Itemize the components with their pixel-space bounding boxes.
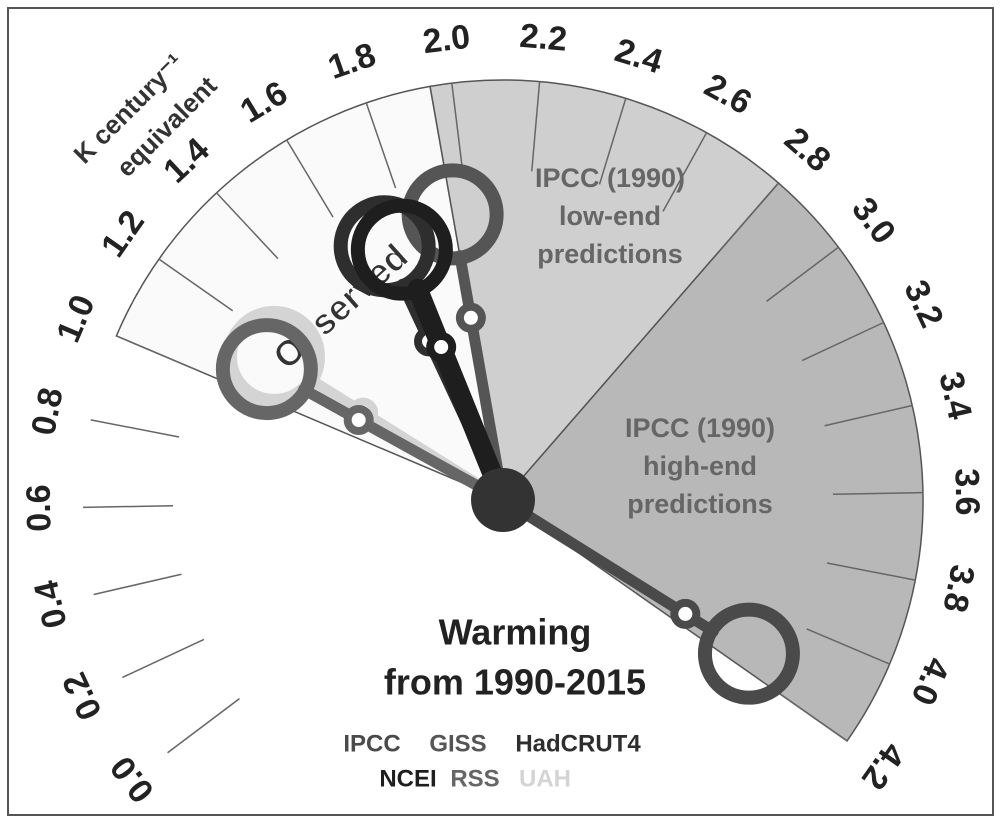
chart-title: from 1990-2015 — [384, 662, 646, 703]
needle-hub — [460, 307, 482, 329]
legend-entry: HadCRUT4 — [515, 730, 641, 757]
legend-entry: GISS — [429, 730, 486, 757]
tick-label: 3.6 — [948, 468, 987, 516]
legend-entry: RSS — [450, 765, 499, 792]
band-label: low-end — [559, 201, 661, 231]
needle-hub — [348, 409, 370, 431]
band-label: high-end — [643, 451, 757, 481]
chart-title: Warming — [439, 612, 592, 653]
chart: 0.00.20.40.60.81.01.21.41.61.82.02.22.42… — [0, 0, 1001, 823]
band-label: IPCC (1990) — [625, 413, 775, 443]
tick-label: 2.0 — [421, 18, 473, 61]
gauge-hub — [471, 468, 535, 532]
tick-label: 2.2 — [518, 17, 568, 59]
tick-label: 0.6 — [20, 484, 59, 532]
legend-entry: IPCC — [343, 730, 400, 757]
band-label: predictions — [537, 239, 683, 269]
band-label: IPCC (1990) — [535, 163, 685, 193]
band-label: predictions — [627, 489, 773, 519]
legend-entry: UAH — [519, 765, 571, 792]
needle-hub — [430, 336, 452, 358]
legend-entry: NCEI — [379, 765, 436, 792]
needle-hub — [674, 603, 696, 625]
